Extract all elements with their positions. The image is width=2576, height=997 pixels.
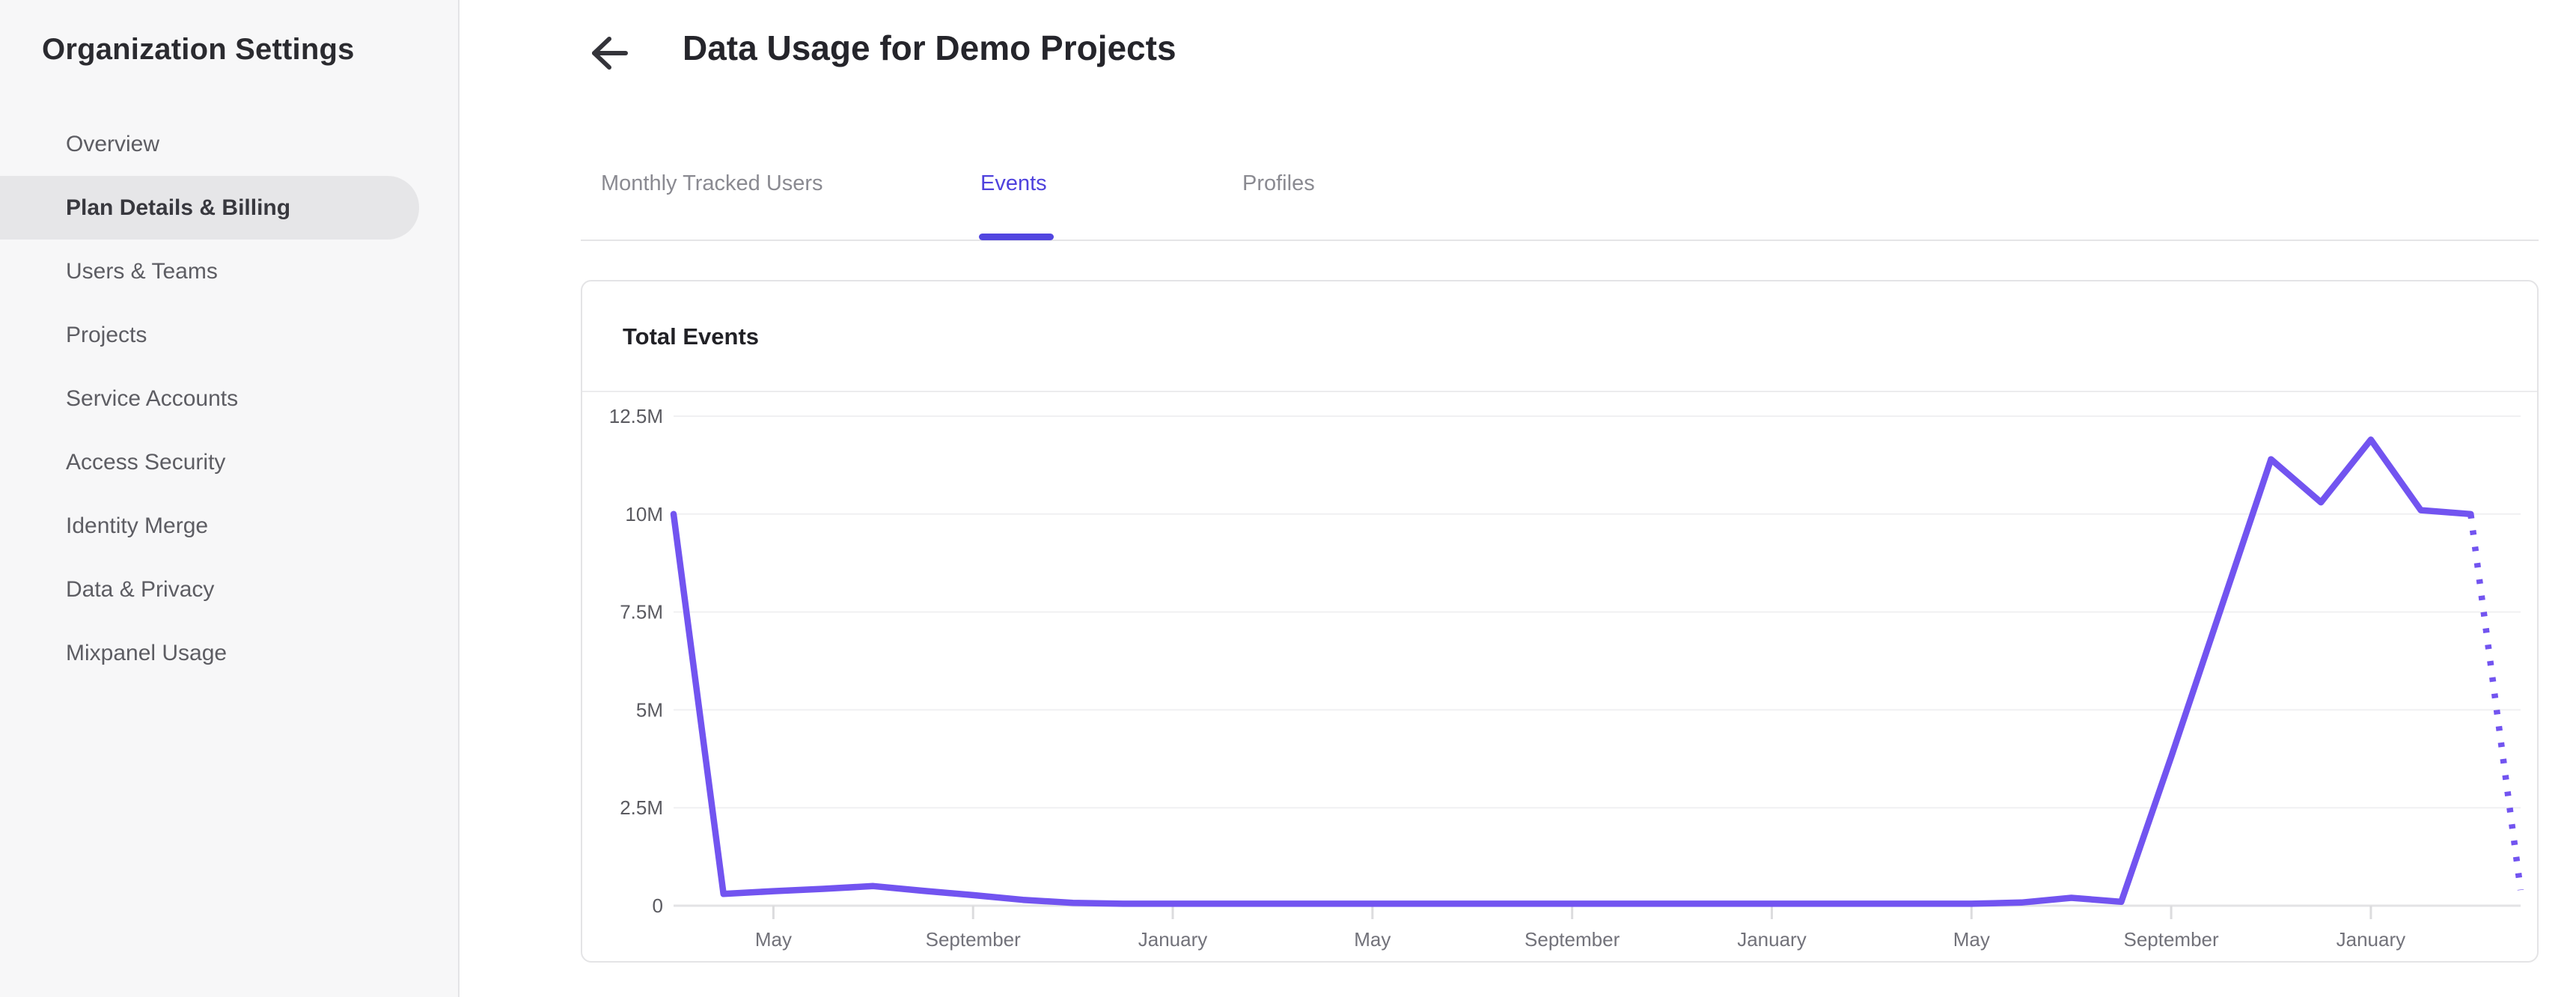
x-axis-label: May — [1354, 928, 1391, 951]
back-arrow-icon — [592, 37, 628, 70]
sidebar-item-label: Plan Details & Billing — [66, 195, 291, 220]
sidebar-item-label: Projects — [66, 322, 147, 347]
x-axis-label: September — [2123, 928, 2219, 951]
sidebar-item-label: Users & Teams — [66, 258, 218, 284]
page-title: Data Usage for Demo Projects — [683, 28, 1176, 67]
sidebar-item-label: Identity Merge — [66, 513, 209, 538]
chart-canvas[interactable]: 0 2.5M 5M 7.5M 10M 12.5M May September January Ma… — [582, 391, 2537, 961]
sidebar: Organization Settings Overview Plan Detai… — [0, 0, 460, 997]
x-axis-label: January — [1138, 928, 1208, 951]
tab-underline — [581, 240, 2539, 241]
sidebar-item-mixpanel-usage[interactable]: Mixpanel Usage — [0, 621, 419, 685]
y-axis-label: 12.5M — [609, 405, 663, 427]
sidebar-item-label: Service Accounts — [66, 385, 239, 411]
x-axis-label: May — [755, 928, 792, 951]
back-button[interactable] — [587, 31, 629, 73]
tab-monthly-tracked-users[interactable]: Monthly Tracked Users — [601, 171, 823, 195]
y-axis-label: 0 — [653, 894, 663, 917]
tab-profiles[interactable]: Profiles — [1242, 171, 1315, 195]
sidebar-item-plan-details-billing[interactable]: Plan Details & Billing — [0, 176, 419, 240]
y-axis-label: 5M — [636, 698, 663, 721]
sidebar-item-label: Mixpanel Usage — [66, 640, 228, 665]
sidebar-item-access-security[interactable]: Access Security — [0, 430, 419, 494]
sidebar-title: Organization Settings — [42, 33, 355, 66]
sidebar-item-data-privacy[interactable]: Data & Privacy — [0, 558, 419, 621]
y-axis-label: 2.5M — [620, 796, 663, 819]
total-events-line — [670, 436, 2474, 907]
sidebar-item-label: Overview — [66, 131, 160, 156]
main-content: Data Usage for Demo Projects Monthly Tra… — [460, 0, 2576, 997]
x-axis-label: January — [1737, 928, 1807, 951]
sidebar-item-overview[interactable]: Overview — [0, 112, 419, 176]
tab-events[interactable]: Events — [980, 171, 1047, 195]
x-axis-label: May — [1953, 928, 1990, 951]
events-line-chart[interactable]: 0 2.5M 5M 7.5M 10M 12.5M May September January Ma… — [582, 391, 2537, 961]
sidebar-item-service-accounts[interactable]: Service Accounts — [0, 367, 419, 430]
sidebar-item-identity-merge[interactable]: Identity Merge — [0, 494, 419, 558]
sidebar-item-label: Data & Privacy — [66, 576, 215, 602]
y-axis-label: 7.5M — [620, 601, 663, 623]
x-axis-label: September — [1524, 928, 1620, 951]
sidebar-nav: Overview Plan Details & Billing Users & Te… — [0, 112, 460, 685]
chart-title: Total Events — [623, 323, 760, 350]
sidebar-item-label: Access Security — [66, 449, 226, 475]
y-axis-label: 10M — [625, 503, 663, 525]
total-events-projected-dotted-line — [2467, 513, 2524, 891]
x-axis-label: January — [2337, 928, 2406, 951]
card-divider — [582, 391, 2537, 392]
x-axis-label: September — [926, 928, 1022, 951]
total-events-card: Total Events 0 2.5M 5M 7.5M 10M 12.5M May Septe… — [581, 280, 2539, 963]
sidebar-item-projects[interactable]: Projects — [0, 303, 419, 367]
active-tab-indicator — [979, 234, 1054, 240]
sidebar-item-users-teams[interactable]: Users & Teams — [0, 240, 419, 303]
